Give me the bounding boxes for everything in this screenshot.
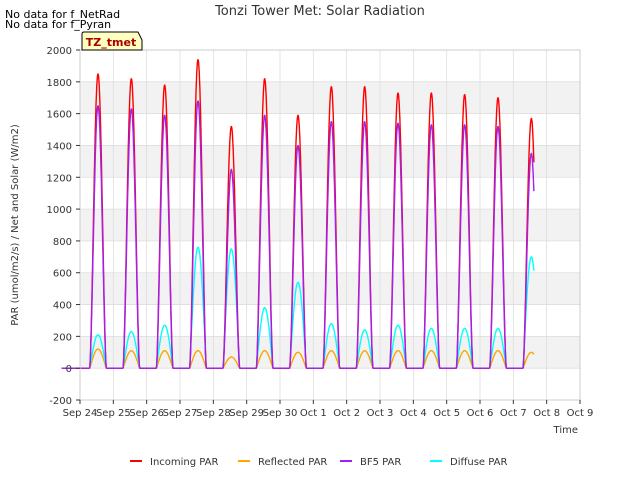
series-line-bf5-par — [61, 100, 535, 369]
y-tick-label: 800 — [53, 237, 72, 248]
legend-label: BF5 PAR — [360, 457, 401, 468]
x-tick-label: Sep 26 — [129, 408, 164, 419]
x-tick-label: Oct 9 — [567, 408, 594, 419]
x-tick-label: Sep 28 — [196, 408, 231, 419]
y-tick-label: 1800 — [47, 78, 72, 89]
y-tick-label: 200 — [53, 332, 72, 343]
x-tick-label: Oct 8 — [533, 408, 560, 419]
x-tick-label: Oct 2 — [333, 408, 360, 419]
annotation-text: TZ_tmet — [86, 36, 136, 49]
y-tick-label: 2000 — [47, 46, 72, 57]
note-netrad: No data for f_NetRad — [5, 8, 120, 21]
chart-title: Tonzi Tower Met: Solar Radiation — [214, 4, 425, 19]
series-layer — [61, 59, 535, 369]
x-tick-label: Oct 1 — [300, 408, 327, 419]
x-tick-label: Oct 5 — [433, 408, 460, 419]
y-tick-label: 1400 — [47, 141, 72, 152]
x-tick-label: Sep 25 — [96, 408, 131, 419]
x-tick-label: Sep 27 — [163, 408, 198, 419]
note-pyran: No data for f_Pyran — [5, 18, 111, 31]
legend-label: Diffuse PAR — [450, 457, 507, 468]
legend-label: Reflected PAR — [258, 457, 327, 468]
x-tick-label: Oct 3 — [367, 408, 394, 419]
grid-band — [80, 209, 580, 241]
x-tick-label: Oct 7 — [500, 408, 527, 419]
y-tick-label: 600 — [53, 269, 72, 280]
x-axis-label: Time — [553, 425, 578, 436]
y-tick-label: 1600 — [47, 110, 72, 121]
x-tick-label: Oct 6 — [467, 408, 494, 419]
x-tick-label: Sep 29 — [229, 408, 264, 419]
annotation-box: TZ_tmet — [81, 31, 143, 51]
annotation-frame — [81, 31, 143, 51]
x-tick-label: Oct 4 — [400, 408, 427, 419]
y-tick-label: 1200 — [47, 173, 72, 184]
y-tick-label: 0 — [66, 364, 72, 375]
x-tick-label: Sep 24 — [63, 408, 98, 419]
x-tick-label: Sep 30 — [263, 408, 298, 419]
y-axis: -200 0 200 400 600 800 1000 1200 1400 1600 1800 200… — [47, 46, 80, 407]
y-tick-label: -200 — [49, 396, 72, 407]
y-tick-label: 400 — [53, 301, 72, 312]
legend: Incoming PAR Reflected PAR BF5 PAR Diffuse … — [130, 457, 507, 468]
y-tick-label: 1000 — [47, 205, 72, 216]
plot-frame — [79, 49, 581, 401]
y-axis-label: PAR (umol/m2/s) / Net and Solar (W/m2) — [10, 124, 21, 326]
plot-area — [61, 49, 581, 401]
grid-band — [80, 145, 580, 178]
grid-band — [80, 272, 580, 305]
legend-label: Incoming PAR — [150, 457, 219, 468]
